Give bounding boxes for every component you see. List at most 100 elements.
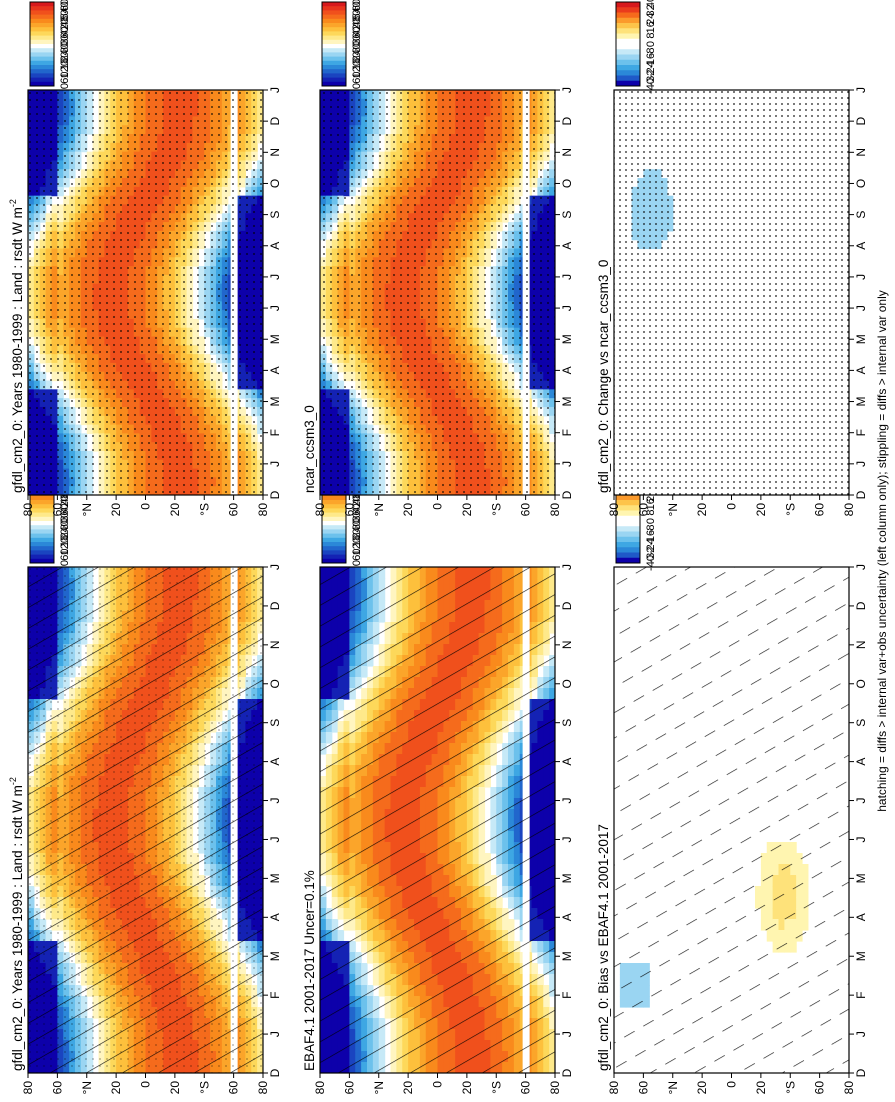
lat-tick-label: 20 <box>695 503 709 517</box>
colorbar-swatch <box>30 500 54 505</box>
lat-tick-label: 80 <box>607 1081 621 1095</box>
colorbar-swatch <box>30 65 54 70</box>
colorbar-swatch <box>616 70 640 76</box>
colorbar-swatch <box>322 525 346 530</box>
colorbar-swatch <box>616 552 640 559</box>
colorbar-tick-label: 420 <box>351 495 363 513</box>
colorbar-tick-label: 300 <box>351 35 363 53</box>
colorbar-tick-label: 180 <box>59 529 71 547</box>
panel-change: 80 60 °N 20 0 20 °S 60 80DJFMAMJJASONDJgfdl_cm2_… <box>596 0 868 516</box>
month-tick-label: A <box>268 913 282 921</box>
colorbar-swatch <box>616 557 640 564</box>
month-tick-label: F <box>268 991 282 998</box>
month-tick-label: J <box>268 1031 282 1037</box>
colorbar-tick-label: 420 <box>59 18 71 36</box>
lat-tick-label: °S <box>783 503 797 516</box>
month-tick-label: A <box>854 758 868 766</box>
panel-title: gfdl_cm2_0: Bias vs EBAF4.1 2001-2017 <box>596 824 611 1071</box>
colorbar-tick-label: 360 <box>351 503 363 521</box>
month-tick-label: F <box>560 429 574 436</box>
colorbar-tick-label: 24 <box>645 13 657 25</box>
colorbar-swatch <box>616 75 640 82</box>
colorbar-swatch <box>30 550 54 556</box>
lat-tick-label: 80 <box>607 503 621 517</box>
colorbar-swatch <box>322 10 346 16</box>
colorbar-swatch <box>322 554 346 560</box>
month-tick-label: A <box>268 366 282 374</box>
month-tick-label: J <box>560 836 574 842</box>
colorbar-tick-label: 600 <box>351 0 363 11</box>
lat-tick-label: 0 <box>431 1081 445 1088</box>
month-tick-label: M <box>560 397 574 407</box>
colorbar-swatch <box>322 508 346 514</box>
month-tick-label: D <box>560 601 574 610</box>
month-tick-label: N <box>854 148 868 157</box>
colorbar-swatch <box>616 505 640 511</box>
colorbar-swatch <box>616 531 640 538</box>
colorbar-swatch <box>322 35 346 41</box>
colorbar-swatch <box>30 31 54 37</box>
month-tick-label: S <box>268 719 282 727</box>
month-tick-label: D <box>268 1068 282 1077</box>
colorbar-tick-label: -32 <box>645 70 657 86</box>
month-tick-label: J <box>560 274 574 280</box>
month-tick-label: J <box>560 87 574 93</box>
colorbar-swatch <box>30 60 54 66</box>
colorbar-swatch <box>322 27 346 32</box>
colorbar-tick-label: 120 <box>59 60 71 78</box>
month-tick-label: A <box>560 366 574 374</box>
lat-tick-label: 20 <box>109 1081 123 1095</box>
colorbar-swatch <box>322 65 346 70</box>
month-tick-label: J <box>268 836 282 842</box>
stippling-overlay <box>28 567 263 1073</box>
lat-tick-label: °N <box>80 503 94 516</box>
colorbar-tick-label: 360 <box>59 26 71 44</box>
colorbar-swatch <box>322 56 346 62</box>
month-tick-label: J <box>854 87 868 93</box>
lat-tick-label: °N <box>372 1081 386 1094</box>
colorbar-tick-label: 16 <box>645 498 657 510</box>
month-tick-label: O <box>560 679 574 688</box>
colorbar-swatch <box>322 81 346 87</box>
colorbar-swatch <box>322 533 346 539</box>
colorbar-tick-label: -40 <box>645 555 657 571</box>
colorbar-tick-label: -40 <box>645 78 657 94</box>
colorbar-tick-label: -16 <box>645 530 657 546</box>
month-tick-label: D <box>854 490 868 499</box>
panel-title: gfdl_cm2_0: Years 1980-1999 : Land : rsd… <box>8 199 25 493</box>
colorbar-swatch <box>322 521 346 526</box>
month-tick-label: M <box>560 873 574 883</box>
colorbar-swatch <box>30 508 54 514</box>
hatching-overlay <box>320 567 555 1073</box>
colorbar-swatch <box>322 69 346 74</box>
month-tick-label: D <box>268 601 282 610</box>
panel-ncar: 80 60 °N 20 0 20 °S 60 80 D J F M A M J J A S O N D Jncar_ccsm… <box>302 0 574 516</box>
month-tick-label: M <box>854 951 868 961</box>
month-tick-label: N <box>268 148 282 157</box>
month-tick-label: N <box>854 641 868 650</box>
lat-tick-label: 60 <box>813 503 827 517</box>
colorbar-tick-label: 60 <box>59 71 71 83</box>
lat-tick-label: °S <box>489 503 503 516</box>
colorbar-swatch <box>616 515 640 522</box>
colorbar-swatch <box>30 6 54 11</box>
colorbar-tick-label: 360 <box>351 26 363 44</box>
month-tick-label: J <box>854 564 868 570</box>
colorbar-tick-label: 420 <box>351 18 363 36</box>
lat-tick-label: 80 <box>313 1081 327 1095</box>
lat-tick-label: °S <box>783 1081 797 1094</box>
colorbar-tick-label: 60 <box>351 71 363 83</box>
colorbar-swatch <box>322 14 346 20</box>
colorbar-swatch <box>30 18 54 24</box>
colorbar-swatch <box>322 60 346 66</box>
month-tick-label: A <box>854 366 868 374</box>
colorbar-swatch <box>30 52 54 58</box>
month-tick-label: J <box>268 461 282 467</box>
month-tick-label: O <box>268 679 282 688</box>
colorbar-tick-label: 60 <box>351 548 363 560</box>
lat-tick-label: 60 <box>342 1081 356 1095</box>
panel-bias: 80 60 °N 20 0 20 °S 60 80DJFMAMJJASONDJgfdl_cm2_… <box>596 473 868 1095</box>
lat-tick-label: 80 <box>21 503 35 517</box>
